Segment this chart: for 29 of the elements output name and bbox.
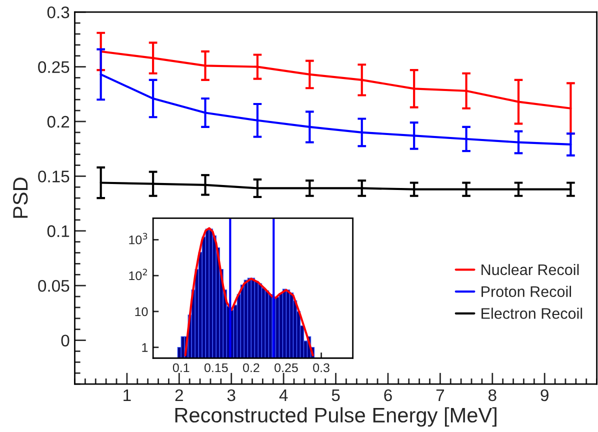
x-tick-label: 4 — [279, 390, 288, 401]
x-tick-label: 0.15 — [204, 363, 228, 372]
legend-label: Proton Recoil — [482, 286, 572, 298]
y-tick-label: 0.2 — [47, 116, 70, 128]
x-tick-label: 0.3 — [313, 363, 330, 372]
y-tick-label: 0.05 — [38, 280, 70, 292]
y-tick-label: 0.1 — [47, 225, 70, 238]
legend-label: Electron Recoil — [482, 308, 582, 319]
x-tick-label: 2 — [175, 389, 183, 401]
legend-label: Nuclear Recoil — [482, 264, 579, 276]
x-tick-label: 8 — [488, 389, 496, 402]
y-tick-label: 0 — [61, 334, 70, 346]
y-tick-label: 0.3 — [47, 6, 70, 18]
x-tick-label: 9 — [540, 389, 548, 402]
x-axis-title: Reconstructed Pulse Energy [MeV] — [175, 407, 496, 427]
x-tick-label: 0.1 — [172, 363, 190, 372]
y-tick-label: 10 — [135, 307, 148, 316]
y-tick-label: 10$^{2}$ — [129, 268, 147, 280]
y-tick-label: 0.25 — [38, 61, 70, 73]
x-tick-label: 3 — [227, 389, 236, 402]
y-tick-label: 0.15 — [38, 170, 70, 182]
y-axis-title: PSD — [13, 178, 28, 218]
x-tick-label: 0.25 — [274, 363, 298, 372]
x-tick-label: 5 — [332, 390, 340, 402]
x-tick-label: 6 — [384, 389, 392, 402]
x-tick-label: 7 — [436, 390, 444, 401]
x-tick-label: 0.2 — [243, 363, 260, 372]
y-tick-label: 10$^{3}$ — [129, 232, 148, 244]
y-tick-label: 1 — [142, 343, 148, 352]
